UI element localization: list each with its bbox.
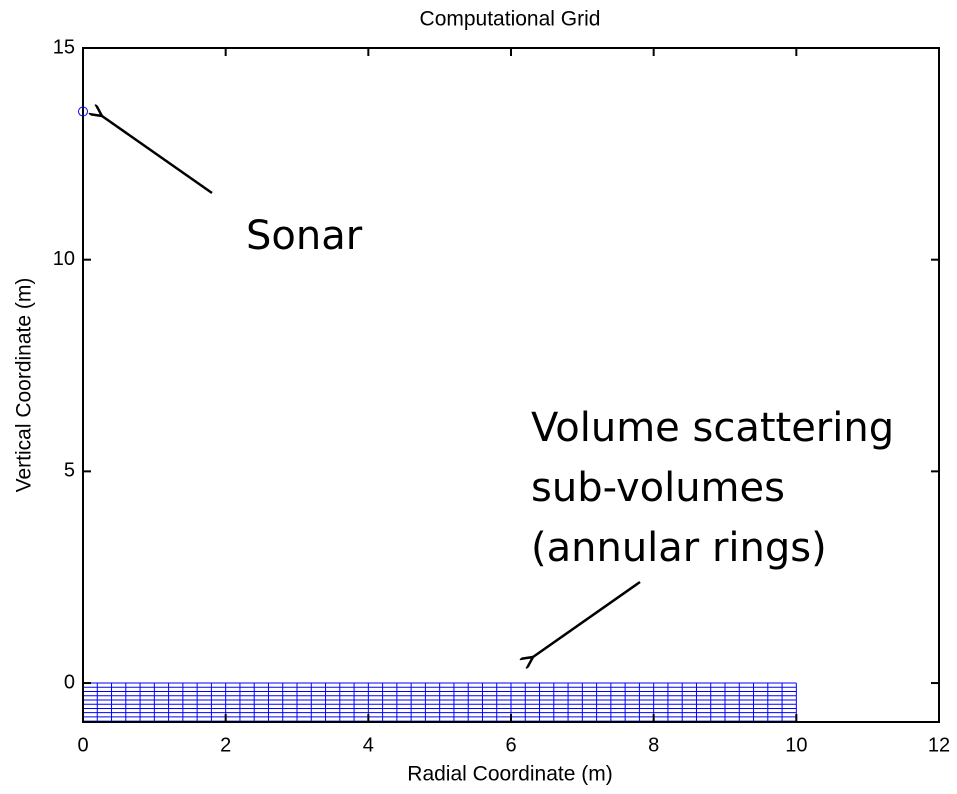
mesh xyxy=(83,682,797,722)
y-tick-label: 0 xyxy=(64,671,75,693)
annotation: Volume scattering xyxy=(531,405,894,451)
x-tick-label: 2 xyxy=(220,734,231,756)
x-tick-label: 10 xyxy=(785,734,807,756)
chart-title: Computational Grid xyxy=(420,8,601,31)
x-tick-label: 12 xyxy=(928,734,950,756)
annotation: Sonar xyxy=(246,213,363,259)
x-axis-label: Radial Coordinate (m) xyxy=(407,763,612,786)
y-tick-label: 5 xyxy=(64,460,75,482)
y-tick-label: 15 xyxy=(53,36,75,58)
sonar-arrow xyxy=(102,116,213,195)
annotation: (annular rings) xyxy=(531,525,827,571)
data-point xyxy=(78,106,88,117)
annotation: sub-volumes xyxy=(531,465,785,511)
y-tick-label: 10 xyxy=(53,248,75,270)
plot-frame xyxy=(82,47,940,723)
x-tick-label: 6 xyxy=(505,734,516,756)
x-tick-label: 0 xyxy=(77,734,88,756)
volume-arrow xyxy=(533,580,641,657)
y-axis-label: Vertical Coordinate (m) xyxy=(13,278,36,493)
x-tick-label: 4 xyxy=(363,734,374,756)
x-tick-label: 8 xyxy=(648,734,659,756)
